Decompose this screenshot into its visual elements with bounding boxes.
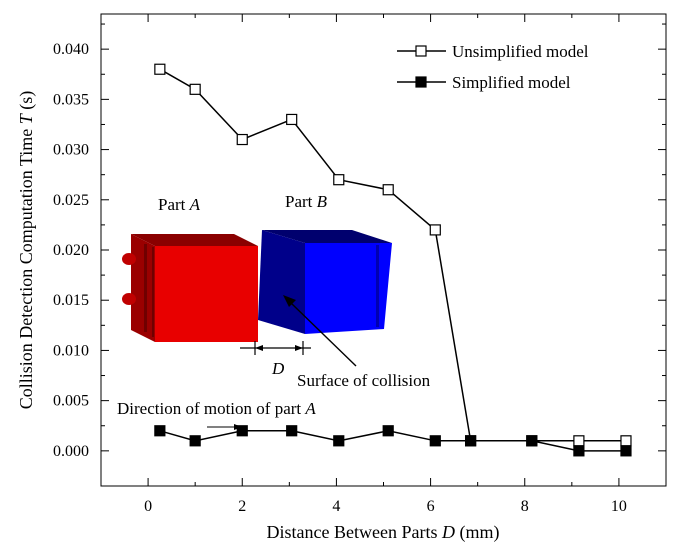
data-point-simplified (286, 425, 298, 437)
dimension-arrowhead-right (295, 345, 303, 351)
surface-of-collision-label: Surface of collision (297, 371, 431, 390)
part-a-top-face (131, 234, 258, 246)
x-tick-label: 6 (427, 498, 435, 515)
data-point-simplified (382, 425, 394, 437)
data-point-simplified (429, 435, 441, 447)
data-point-simplified (526, 435, 538, 447)
data-point-simplified (620, 445, 632, 457)
data-point-unsimplified (236, 133, 248, 146)
part-a-peg-bottom (122, 293, 136, 305)
data-point-unsimplified (429, 224, 441, 236)
data-point-unsimplified (333, 174, 345, 186)
y-tick-label: 0.030 (53, 142, 89, 159)
y-tick-label: 0.010 (53, 342, 89, 359)
data-point-simplified (189, 435, 201, 447)
data-point-simplified (333, 435, 345, 447)
data-point-unsimplified (382, 184, 394, 196)
data-point-simplified (573, 445, 585, 457)
legend-item-unsimplified: Unsimplified model (397, 42, 589, 61)
part-a-peg-top (122, 253, 136, 265)
x-tick-label: 2 (238, 498, 246, 515)
legend-label-unsimplified: Unsimplified model (452, 42, 589, 61)
x-tick-label: 8 (521, 498, 529, 515)
y-tick-label: 0.020 (53, 242, 89, 259)
part-b-illustration (258, 230, 392, 334)
part-a-front-face (155, 246, 258, 342)
legend-label-simplified: Simplified model (452, 73, 571, 92)
y-tick-label: 0.015 (53, 292, 89, 309)
y-tick-label: 0.035 (53, 91, 89, 108)
data-point-simplified (465, 435, 477, 447)
x-tick-label: 4 (332, 498, 340, 515)
part-a-illustration (122, 234, 258, 342)
legend: Unsimplified model Simplified model (397, 42, 589, 92)
data-point-unsimplified (154, 63, 166, 75)
part-b-front-face (305, 243, 392, 334)
series-layer (154, 63, 632, 457)
part-a-side-face (131, 234, 155, 342)
direction-of-motion-label: Direction of motion of part A (117, 399, 316, 418)
part-b-label: Part B (285, 192, 328, 211)
data-point-unsimplified (573, 435, 585, 447)
data-point-simplified (154, 425, 166, 437)
part-b-top-face (262, 230, 392, 243)
y-tick-label: 0.025 (53, 192, 89, 209)
surface-pointer: Surface of collision (283, 295, 431, 390)
y-tick-label: 0.000 (53, 443, 89, 460)
data-point-unsimplified (189, 83, 201, 95)
x-axis-label: Distance Between Parts D (mm) (267, 522, 500, 543)
y-tick-label: 0.005 (53, 393, 89, 410)
dimension-arrowhead-left (255, 345, 263, 351)
legend-item-simplified: Simplified model (397, 73, 571, 92)
x-tick-label: 0 (144, 498, 152, 515)
y-tick-label: 0.040 (53, 41, 89, 58)
part-a-ridge (152, 247, 154, 337)
part-b-edge (376, 245, 379, 327)
x-axis-ticks: 0 2 4 6 8 10 (144, 14, 627, 515)
part-b-side-face (258, 230, 305, 334)
surface-pointer-arrowhead (283, 295, 296, 307)
data-point-unsimplified (620, 435, 632, 447)
part-a-ridge (144, 244, 147, 332)
part-a-label: Part A (158, 195, 201, 214)
y-axis-ticks: 0.000 0.005 0.010 0.015 0.020 0.025 0.030 0.035… (53, 23, 666, 460)
x-tick-label: 10 (611, 498, 627, 515)
data-point-simplified (236, 425, 248, 437)
data-point-unsimplified (286, 113, 298, 126)
legend-marker-filled-square (415, 76, 427, 88)
distance-label: D (271, 359, 285, 378)
y-axis-label: Collision Detection Computation Time T (… (16, 91, 37, 410)
legend-marker-open-square (415, 45, 427, 57)
surface-pointer-line (290, 302, 357, 367)
distance-dimension: D (240, 341, 311, 378)
